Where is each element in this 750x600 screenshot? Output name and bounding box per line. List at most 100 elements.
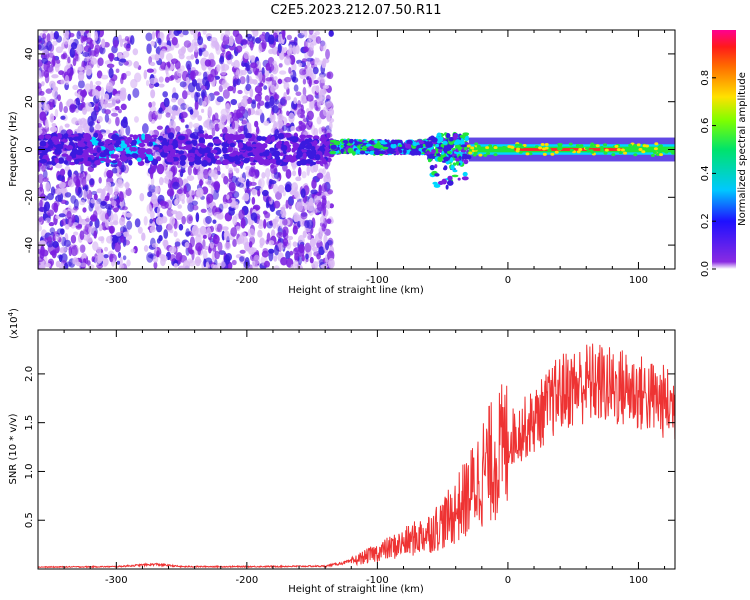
spectrogram-cell: [161, 48, 167, 54]
spectrogram-band-cell: [48, 145, 54, 149]
spectrogram-cell: [163, 229, 169, 239]
spectrogram-cell: [104, 246, 109, 252]
x-tick-label: 0: [505, 275, 511, 286]
spectrogram-cell: [132, 48, 139, 56]
spectrogram-cell: [84, 83, 92, 93]
spectrogram-band-cell: [198, 148, 207, 155]
spectrogram-cell: [52, 241, 59, 248]
spectrogram-signal-cell: [429, 164, 435, 171]
spectrogram-cell: [70, 245, 78, 257]
spectrogram-cell: [82, 207, 87, 213]
spectrogram-cell: [185, 228, 190, 238]
spectrogram-cell: [80, 163, 84, 175]
spectrogram-signal-cell: [436, 136, 444, 143]
spectrogram-signal-cell: [348, 138, 354, 144]
spectrogram-cell: [180, 118, 185, 123]
spectrogram-band-cell: [255, 154, 261, 161]
spectrogram-cell: [111, 200, 117, 207]
carrier-speckle: [485, 146, 490, 150]
carrier-speckle: [540, 142, 545, 146]
spectrogram-band-cell: [138, 147, 147, 154]
spectrogram-signal-cell: [451, 174, 459, 178]
spectrogram-cell: [193, 109, 200, 118]
spectrogram-cell: [55, 46, 63, 54]
spectrogram-band-cell: [275, 159, 281, 166]
spectrogram-cell: [288, 112, 295, 124]
spectrogram-cell: [290, 264, 295, 269]
spectrogram-cell: [149, 167, 156, 174]
spectrogram-cell: [98, 236, 105, 242]
spectrogram-cell: [306, 110, 314, 121]
spectrogram-cell: [103, 171, 108, 178]
spectrogram-cell: [152, 255, 159, 263]
spectrogram-cell: [97, 115, 103, 123]
spectrogram-cell: [327, 257, 335, 269]
spectrogram-signal-cell: [368, 146, 375, 151]
spectrogram-cell: [265, 102, 270, 108]
spectrogram-cells: [38, 30, 675, 269]
spectrogram-cell: [174, 198, 179, 206]
spectrogram-cell: [146, 68, 154, 73]
spectrogram-cell: [94, 101, 99, 112]
spectrogram-band-cell: [210, 156, 216, 162]
x-tick-label: -200: [236, 275, 259, 286]
spectrogram-cell: [130, 248, 136, 253]
spectrogram-signal-cell: [437, 156, 443, 163]
spectrogram-cell: [145, 80, 150, 87]
carrier-speckle: [518, 150, 523, 154]
x-tick-label: 100: [629, 575, 648, 586]
spectrogram-cell: [89, 50, 97, 57]
spectrogram-signal-cell: [459, 134, 467, 139]
spectrogram-cell: [115, 116, 120, 127]
spectrogram-cell: [60, 79, 65, 85]
spectrogram-cell: [243, 123, 248, 135]
spectrogram-cell: [216, 96, 224, 103]
spectrogram-cell: [170, 74, 175, 81]
spectrogram-signal-cell: [443, 165, 448, 171]
spectrogram-cell: [150, 40, 156, 47]
spectrogram-cell: [210, 37, 218, 43]
spectrogram-signal-cell: [442, 140, 448, 145]
spectrogram-cell: [124, 35, 130, 42]
spectrogram-band-cell: [94, 160, 101, 166]
spectrogram-cell: [72, 84, 79, 91]
spectrogram-cell: [307, 205, 315, 216]
spectrogram-cell: [164, 76, 170, 83]
spectrogram-cell: [256, 188, 261, 197]
spectrogram-cell: [178, 223, 184, 231]
carrier-speckle: [603, 151, 608, 155]
spectrogram-cell: [179, 81, 187, 88]
carrier-speckle: [502, 145, 507, 149]
spectrogram-signal-cell: [445, 132, 451, 139]
carrier-speckle: [611, 153, 616, 157]
spectrogram-signal-cell: [409, 150, 417, 156]
spectrogram-cell: [63, 239, 71, 247]
spectrogram-signal-cell: [445, 184, 449, 190]
spectrogram-cell: [253, 110, 260, 116]
spectrogram-cell: [226, 194, 230, 200]
spectrogram-signal-cell: [429, 148, 436, 154]
spectrogram-signal-cell: [434, 164, 438, 169]
spectrogram-band-cell: [61, 153, 69, 157]
spectrogram-cell: [88, 264, 95, 269]
spectrogram-cell: [46, 209, 55, 217]
carrier-speckle: [586, 149, 591, 153]
carrier-speckle: [650, 153, 655, 157]
spectrogram-cell: [186, 195, 194, 205]
spectrogram-cell: [111, 167, 118, 174]
spectrogram-cell: [316, 98, 321, 108]
spectrogram-cell: [293, 191, 299, 198]
spectrogram-cell: [329, 30, 333, 36]
spectrogram-band-cell: [137, 160, 145, 166]
spectrogram-cell: [86, 37, 93, 45]
spectrogram-cell: [117, 108, 122, 114]
spectrogram-cell: [217, 241, 223, 252]
y-tick-label: 2.0: [24, 366, 35, 382]
spectrogram-signal-cell: [418, 140, 425, 145]
spectrogram-cell: [165, 112, 171, 118]
spectrogram-cell: [106, 63, 115, 68]
spectrogram-band-cell: [136, 157, 142, 162]
spectrogram-signal-cell: [380, 141, 388, 145]
spectrogram-cell: [155, 216, 164, 226]
spectrogram-cell: [95, 80, 102, 86]
